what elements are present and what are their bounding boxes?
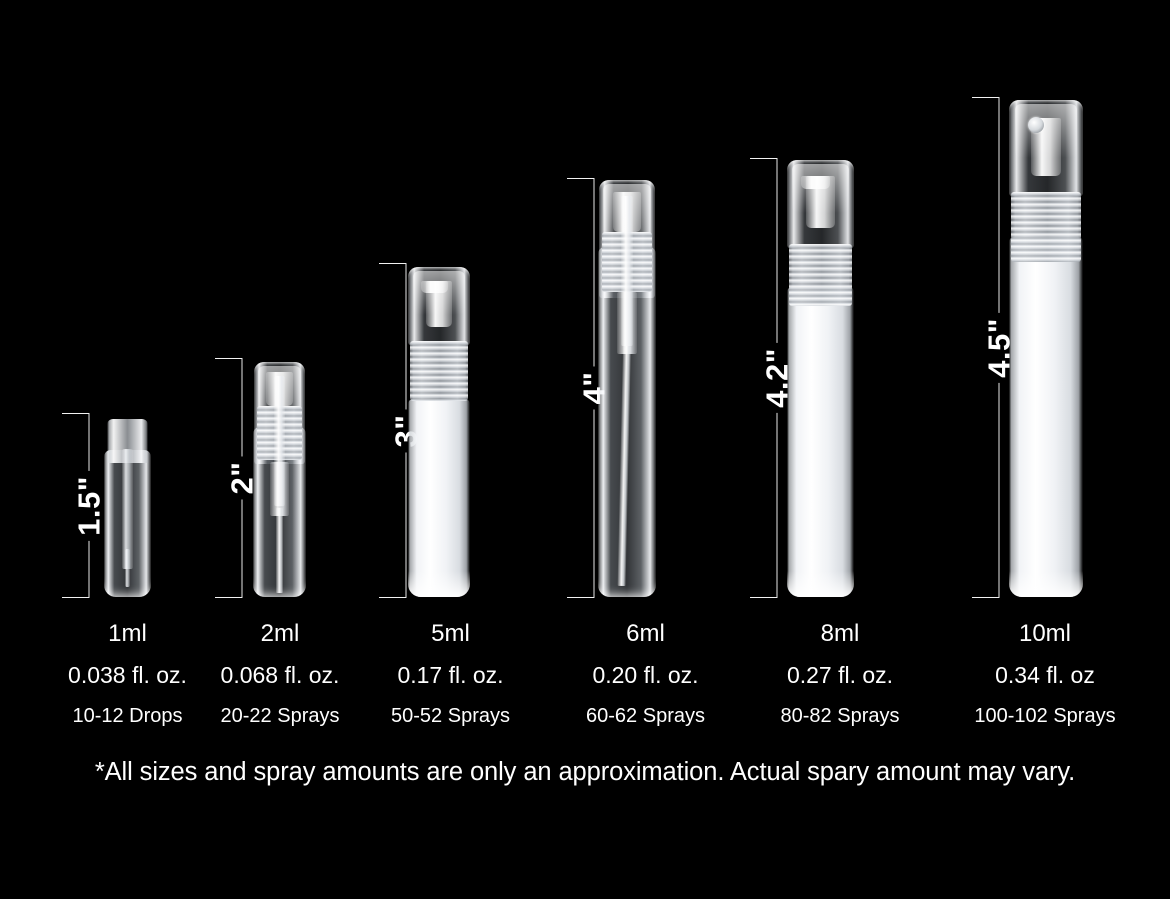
caption-ounces: 0.27 fl. oz. — [786, 662, 894, 688]
pump-actuator-head — [421, 281, 448, 293]
bottle-10ml — [1009, 100, 1083, 597]
dimension-cap-bottom — [972, 597, 999, 598]
pump-shaft — [617, 292, 637, 354]
dimension-cap-top — [750, 158, 777, 159]
dimension-cap-bottom — [215, 597, 242, 598]
footnote-disclaimer: *All sizes and spray amounts are only an… — [94, 758, 1076, 786]
caption-1ml: 1ml 0.038 fl. oz. 10-12 Drops — [25, 620, 230, 727]
pump-collar — [789, 244, 852, 306]
bottle-1ml — [104, 419, 151, 597]
caption-ounces: 0.34 fl. oz — [995, 662, 1095, 688]
dimension-cap-top — [567, 178, 594, 179]
dauber-tip — [125, 549, 130, 587]
dimension-cap-top — [972, 97, 999, 98]
caption-size: 6ml — [626, 620, 665, 647]
dimension-callout-2ml: 2" — [215, 358, 261, 598]
caption-ounces: 0.068 fl. oz. — [220, 662, 340, 688]
pump-shaft — [270, 462, 289, 516]
dimension-cap-bottom — [567, 597, 594, 598]
caption-sprays: 20-22 Sprays — [220, 705, 340, 727]
caption-10ml: 10ml 0.34 fl. oz 100-102 Sprays — [950, 620, 1140, 727]
caption-ounces: 0.17 fl. oz. — [397, 662, 504, 688]
bottle-body — [408, 399, 470, 597]
pump-collar — [410, 341, 468, 401]
dimension-cap-top — [215, 358, 242, 359]
dimension-cap-bottom — [750, 597, 777, 598]
caption-5ml: 5ml 0.17 fl. oz. 50-52 Sprays — [358, 620, 543, 727]
caption-sprays: 80-82 Sprays — [780, 705, 900, 727]
caption-size: 1ml — [108, 620, 147, 647]
dimension-cap-top — [62, 413, 89, 414]
caption-size: 8ml — [820, 620, 860, 647]
caption-size: 10ml — [1018, 620, 1072, 647]
dip-tube — [276, 508, 283, 593]
caption-size: 2ml — [260, 620, 300, 647]
bottle-8ml — [787, 160, 854, 597]
dimension-callout-6ml: 4" — [567, 178, 613, 598]
dimension-cap-bottom — [379, 597, 406, 598]
caption-8ml: 8ml 0.27 fl. oz. 80-82 Sprays — [745, 620, 935, 727]
caption-2ml: 2ml 0.068 fl. oz. 20-22 Sprays — [190, 620, 370, 727]
bottle-body — [787, 287, 854, 597]
dimension-label: 1.5" — [70, 470, 108, 541]
dimension-cap-bottom — [62, 597, 89, 598]
pump-stem — [274, 376, 285, 506]
caption-ounces: 0.038 fl. oz. — [68, 662, 187, 688]
dimension-callout-10ml: 4.5" — [972, 97, 1018, 598]
dauber-wand — [122, 449, 133, 569]
pump-actuator-head — [801, 176, 830, 189]
bottle-6ml — [598, 180, 656, 597]
caption-sprays: 50-52 Sprays — [391, 705, 510, 727]
spray-nozzle-icon — [1028, 117, 1044, 133]
bottle-2ml — [253, 362, 306, 597]
caption-sprays: 10-12 Drops — [72, 705, 183, 727]
dimension-callout-1ml: 1.5" — [62, 413, 108, 598]
bottle-5ml — [408, 267, 470, 597]
dimension-callout-8ml: 4.2" — [750, 158, 796, 598]
caption-6ml: 6ml 0.20 fl. oz. 60-62 Sprays — [553, 620, 738, 727]
dimension-cap-top — [379, 263, 406, 264]
dimension-callout-5ml: 3" — [379, 263, 425, 598]
pump-collar — [1011, 192, 1081, 262]
bottle-body — [1009, 237, 1083, 597]
caption-sprays: 60-62 Sprays — [586, 705, 705, 727]
caption-sprays: 100-102 Sprays — [974, 705, 1116, 727]
caption-size: 5ml — [431, 620, 470, 647]
caption-ounces: 0.20 fl. oz. — [592, 662, 699, 688]
